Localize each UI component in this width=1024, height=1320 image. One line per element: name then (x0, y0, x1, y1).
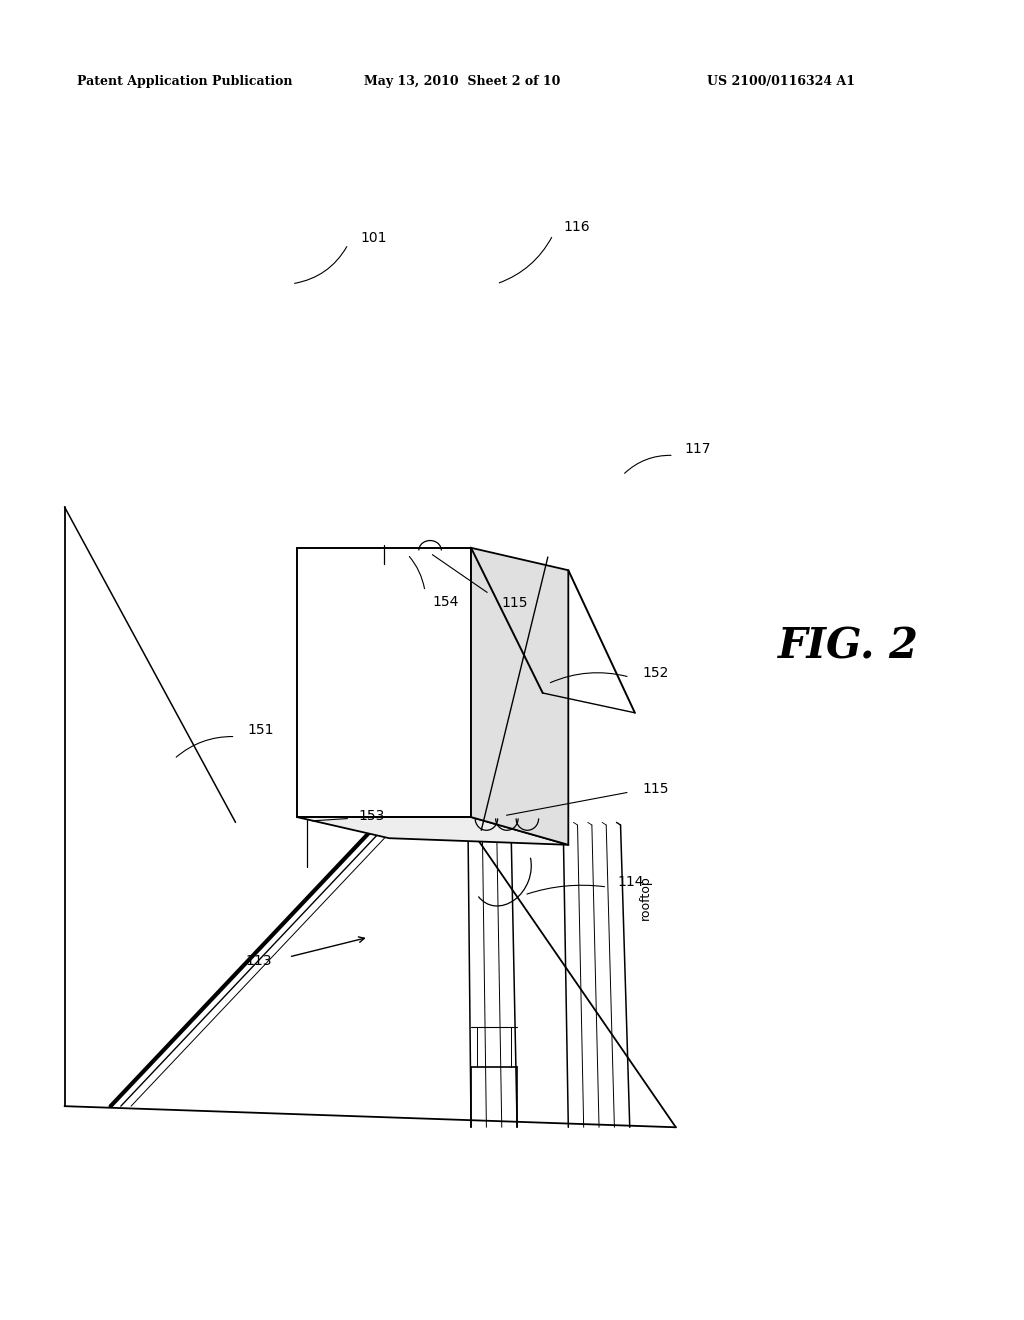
Text: 154: 154 (432, 595, 459, 609)
Text: 114: 114 (617, 875, 644, 888)
Text: 153: 153 (358, 809, 385, 822)
Text: May 13, 2010  Sheet 2 of 10: May 13, 2010 Sheet 2 of 10 (364, 75, 560, 88)
Text: 152: 152 (642, 667, 669, 680)
Text: 116: 116 (563, 220, 590, 234)
Text: Patent Application Publication: Patent Application Publication (77, 75, 292, 88)
Text: US 2100/0116324 A1: US 2100/0116324 A1 (707, 75, 855, 88)
Text: 117: 117 (684, 442, 711, 455)
Text: 151: 151 (248, 723, 274, 737)
Text: rooftop: rooftop (639, 875, 651, 920)
Text: FIG. 2: FIG. 2 (778, 626, 920, 668)
Text: 115: 115 (502, 597, 528, 610)
Polygon shape (297, 817, 568, 845)
Text: 101: 101 (360, 231, 387, 244)
Polygon shape (297, 548, 471, 817)
Text: 115: 115 (642, 783, 669, 796)
Polygon shape (471, 548, 568, 845)
Text: 113: 113 (246, 954, 272, 968)
